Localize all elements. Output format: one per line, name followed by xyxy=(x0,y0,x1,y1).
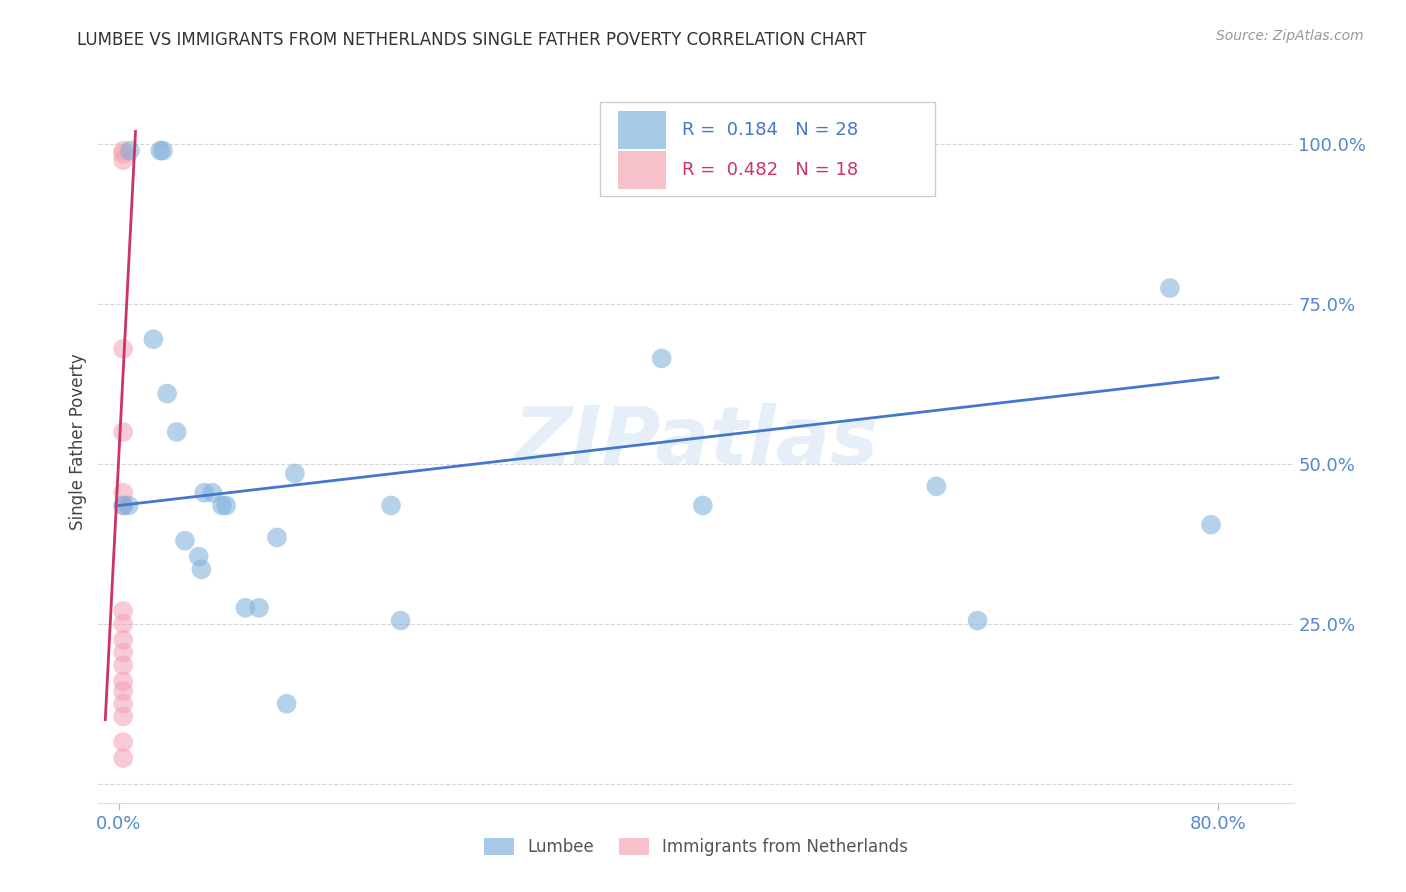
Point xyxy=(118,144,141,158)
Text: Source: ZipAtlas.com: Source: ZipAtlas.com xyxy=(1216,29,1364,43)
Point xyxy=(166,425,188,439)
FancyBboxPatch shape xyxy=(619,112,666,149)
Point xyxy=(187,549,209,564)
Point xyxy=(112,425,135,439)
Legend: Lumbee, Immigrants from Netherlands: Lumbee, Immigrants from Netherlands xyxy=(477,831,915,863)
Point xyxy=(190,562,212,576)
FancyBboxPatch shape xyxy=(619,151,666,189)
Point xyxy=(149,144,172,158)
Point xyxy=(156,386,179,401)
Point xyxy=(284,467,307,481)
Point xyxy=(174,533,197,548)
Point xyxy=(112,144,135,158)
Y-axis label: Single Father Poverty: Single Father Poverty xyxy=(69,353,87,530)
Point xyxy=(112,616,135,631)
Point xyxy=(235,600,257,615)
Text: R =  0.482   N = 18: R = 0.482 N = 18 xyxy=(682,161,858,179)
Point xyxy=(925,479,948,493)
FancyBboxPatch shape xyxy=(600,102,935,196)
Point xyxy=(276,697,298,711)
Text: R =  0.184   N = 28: R = 0.184 N = 28 xyxy=(682,121,858,139)
Text: ZIPatlas: ZIPatlas xyxy=(513,402,879,481)
Point xyxy=(152,144,174,158)
Point xyxy=(215,499,238,513)
Point xyxy=(193,485,215,500)
Point xyxy=(966,614,988,628)
Point xyxy=(1159,281,1181,295)
Point xyxy=(112,604,135,618)
Point xyxy=(112,697,135,711)
Point xyxy=(380,499,402,513)
Point xyxy=(112,499,135,513)
Point xyxy=(112,499,135,513)
Point xyxy=(112,674,135,689)
Point xyxy=(201,485,224,500)
Text: LUMBEE VS IMMIGRANTS FROM NETHERLANDS SINGLE FATHER POVERTY CORRELATION CHART: LUMBEE VS IMMIGRANTS FROM NETHERLANDS SI… xyxy=(77,31,866,49)
Point xyxy=(266,531,288,545)
Point xyxy=(389,614,412,628)
Point xyxy=(692,499,714,513)
Point xyxy=(112,684,135,698)
Point xyxy=(651,351,673,366)
Point xyxy=(112,146,135,161)
Point xyxy=(112,646,135,660)
Point xyxy=(112,342,135,356)
Point xyxy=(112,153,135,168)
Point xyxy=(112,709,135,723)
Point xyxy=(112,658,135,673)
Point xyxy=(1199,517,1222,532)
Point xyxy=(247,600,270,615)
Point xyxy=(142,332,165,346)
Point xyxy=(112,485,135,500)
Point xyxy=(117,499,139,513)
Point xyxy=(112,751,135,765)
Point xyxy=(112,632,135,647)
Point xyxy=(112,735,135,749)
Point xyxy=(211,499,233,513)
